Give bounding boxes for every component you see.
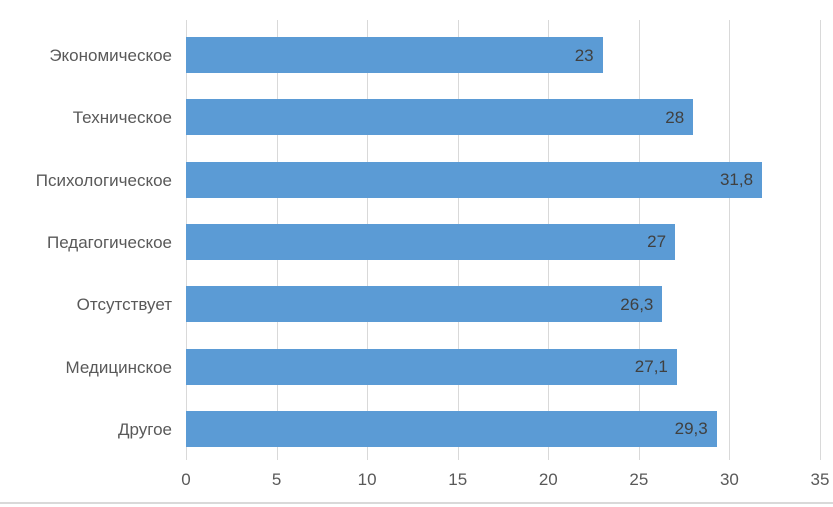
chart-border-bottom	[0, 502, 833, 504]
bar: 31,8	[186, 161, 763, 198]
bar-value-label: 26,3	[620, 294, 654, 314]
bar: 23	[186, 37, 603, 73]
plot-area: 23 28 31,8 27 26,3 27,1 29,3	[186, 20, 821, 460]
x-axis-tick-label: 0	[181, 470, 191, 489]
bar-value-label: 29,3	[674, 419, 708, 439]
x-axis-tick-label: 25	[629, 470, 649, 489]
x-axis-tick-label: 10	[357, 470, 377, 489]
bar: 27,1	[186, 348, 677, 385]
bar-value-label: 27,1	[634, 357, 668, 377]
bar: 29,3	[186, 410, 717, 447]
bar-value-label: 23	[574, 45, 594, 65]
bar-value-label: 27	[647, 232, 667, 252]
gridline	[729, 20, 731, 460]
gridline	[820, 20, 821, 460]
x-axis-tick-label: 30	[719, 470, 739, 489]
bar: 28	[186, 99, 694, 136]
category-label: Отсутствует	[76, 295, 172, 315]
bar-value-label: 31,8	[719, 170, 754, 190]
category-label: Психологическое	[35, 170, 172, 190]
bar-value-label: 28	[665, 107, 685, 127]
category-label: Медицинское	[65, 357, 172, 377]
x-axis-tick-label: 35	[810, 470, 830, 489]
x-axis-tick-label: 20	[538, 470, 558, 489]
bar: 26,3	[186, 286, 663, 323]
category-label: Другое	[117, 419, 172, 439]
x-axis-tick-label: 5	[271, 470, 282, 489]
category-label: Экономическое	[49, 46, 172, 65]
bar: 27	[186, 223, 676, 260]
x-axis-tick-label: 15	[448, 470, 468, 489]
category-label: Педагогическое	[46, 232, 172, 252]
category-label: Техническое	[72, 108, 172, 128]
